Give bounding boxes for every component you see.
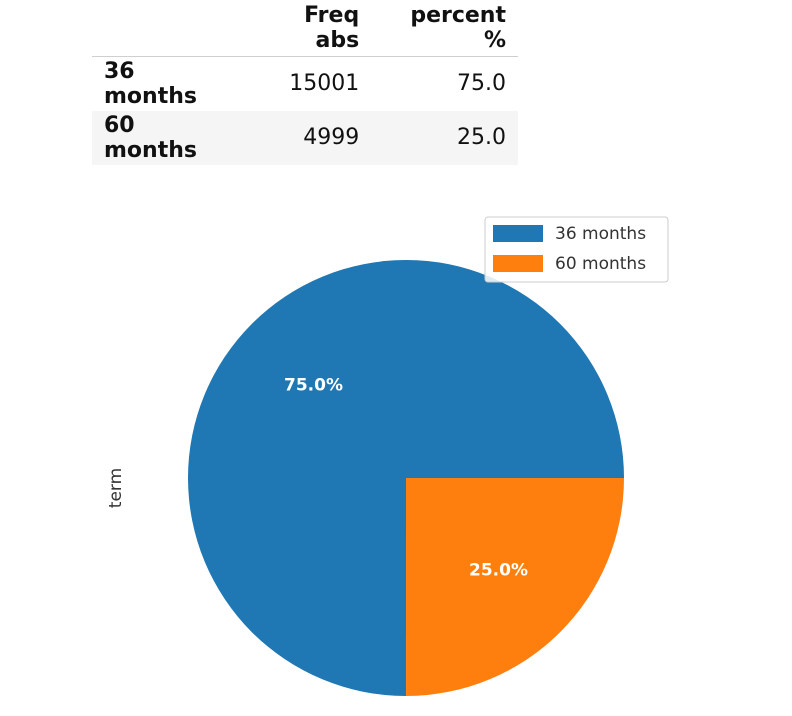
slice-percent-label: 25.0% — [469, 560, 528, 580]
pie-slice-60-months — [406, 478, 624, 696]
table-header-freq-abs: Freq abs — [243, 0, 372, 57]
row-label: 36 months — [104, 58, 197, 109]
y-axis-label: term — [106, 468, 126, 508]
row-label: 60 months — [104, 112, 197, 163]
pie-labels: 75.0% 25.0% — [284, 376, 528, 581]
frequency-table: Freq abs percent % 36 months 15001 75.0 … — [92, 0, 518, 165]
table-row: 60 months 4999 25.0 — [92, 110, 518, 165]
legend-swatch — [493, 225, 543, 242]
legend-label: 36 months — [555, 224, 646, 244]
freq-abs-cell: 4999 — [303, 125, 360, 150]
freq-abs-cell: 15001 — [289, 71, 360, 97]
table-row: 36 months 15001 75.0 — [92, 56, 518, 111]
legend: 36 months 60 months — [484, 216, 669, 283]
percent-cell: 25.0 — [457, 125, 506, 150]
pie-slices — [187, 260, 624, 696]
table-header-row: Freq abs percent % — [92, 0, 518, 57]
slice-percent-label: 75.0% — [284, 376, 343, 396]
table-header-index — [92, 0, 244, 57]
legend-swatch — [493, 255, 543, 272]
percent-cell: 75.0 — [457, 71, 506, 97]
pie-chart: 75.0% 25.0% term 36 months 60 months — [106, 216, 669, 696]
table-header-percent: percent % — [371, 0, 518, 57]
legend-label: 60 months — [555, 254, 646, 274]
